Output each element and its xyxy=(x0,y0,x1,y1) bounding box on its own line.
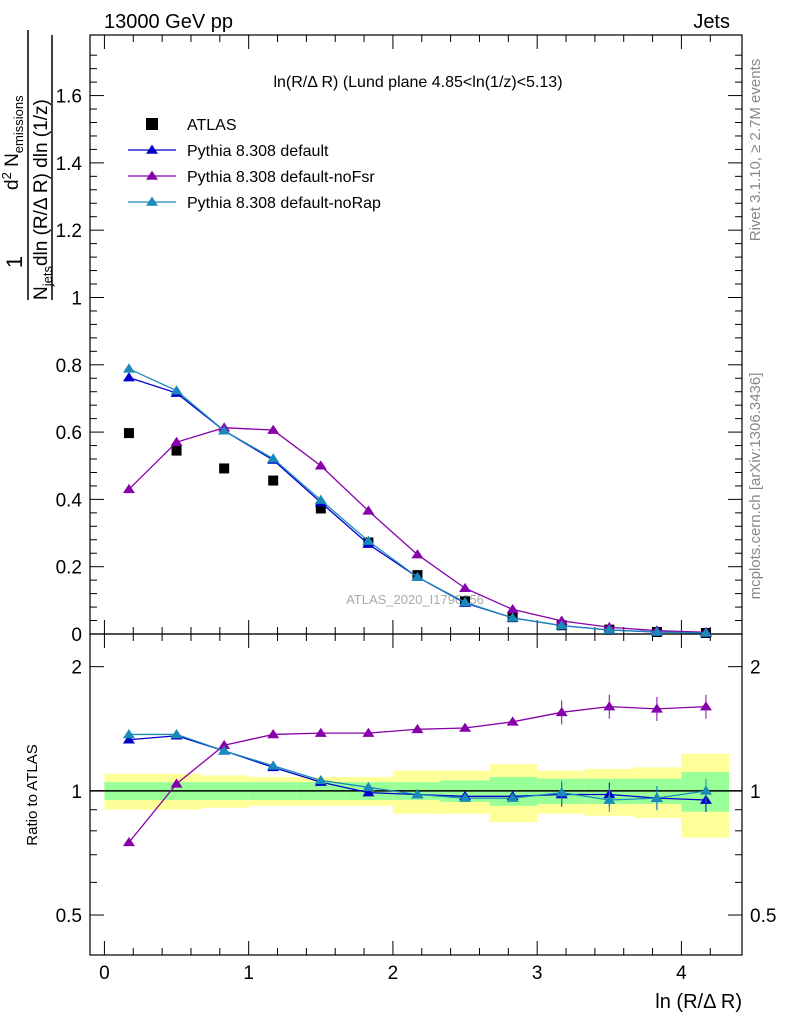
ratio-y-axis-label: Ratio to ATLAS xyxy=(24,744,41,845)
data-point-atlas xyxy=(219,463,230,474)
ratio-point-1 xyxy=(459,722,472,732)
legend-label: Pythia 8.308 default-noRap xyxy=(187,195,381,212)
data-point-atlas xyxy=(123,428,134,439)
data-point-3 xyxy=(267,453,280,463)
data-point-2 xyxy=(314,460,327,470)
legend-label: Pythia 8.308 default-noFsr xyxy=(187,169,375,186)
ratio-point-0 xyxy=(122,734,135,744)
ratio-point-1 xyxy=(362,727,375,737)
ratio-point-2 xyxy=(506,792,519,802)
x-tick-label: 4 xyxy=(676,963,687,984)
ratio-y-tick-label-right: 0.5 xyxy=(750,906,776,927)
data-point-3 xyxy=(650,626,663,636)
ratio-point-2 xyxy=(362,781,375,792)
mcplots-label: mcplots.cern.ch [arXiv:1306.3436] xyxy=(747,373,764,600)
ratio-point-1 xyxy=(170,778,183,788)
data-point-2 xyxy=(555,615,568,625)
ratio-point-2 xyxy=(411,789,424,799)
ratio-y-tick-label: 0.5 xyxy=(56,906,82,927)
y-tick-label: 0.8 xyxy=(56,356,82,377)
ratio-y-tick-label: 1 xyxy=(71,782,82,803)
ratio-point-1 xyxy=(122,836,135,847)
ratio-point-1 xyxy=(411,723,424,734)
ratio-point-1 xyxy=(267,729,280,739)
legend-marker xyxy=(146,170,158,180)
header-right: Jets xyxy=(693,11,730,33)
data-point-3 xyxy=(170,385,183,395)
y-tick-label: 0.4 xyxy=(56,490,83,511)
plot-title: ln(R/Δ R) (Lund plane 4.85<ln(1/z)<5.13) xyxy=(273,74,562,91)
data-point-2 xyxy=(362,505,375,515)
ratio-point-2 xyxy=(170,729,183,739)
ratio-point-2 xyxy=(699,785,712,795)
legend-marker xyxy=(146,118,158,130)
data-point-2 xyxy=(122,483,135,494)
legend-marker xyxy=(146,196,158,206)
analysis-watermark: ATLAS_2020_I1790256 xyxy=(346,592,484,607)
header-left: 13000 GeV pp xyxy=(104,11,233,33)
data-point-3 xyxy=(459,596,472,607)
ratio-point-1 xyxy=(603,701,616,711)
data-point-3 xyxy=(506,612,519,622)
data-point-3 xyxy=(603,624,616,634)
data-point-3 xyxy=(122,363,135,373)
svg-text:Njetsdln (R/Δ R) dln (1/z): Njetsdln (R/Δ R) dln (1/z) xyxy=(31,99,55,300)
y-tick-label: 1 xyxy=(71,288,82,309)
main-y-axis-label: 1 Njetsdln (R/Δ R) dln (1/z) d2 Nemissio… xyxy=(0,30,55,300)
svg-text:d2 Nemissions: d2 Nemissions xyxy=(0,95,26,190)
data-point-2 xyxy=(506,604,519,614)
data-point-2 xyxy=(170,436,183,446)
ratio-point-2 xyxy=(459,792,472,802)
x-tick-label: 0 xyxy=(99,963,110,984)
ratio-point-0 xyxy=(362,787,375,797)
data-point-atlas xyxy=(315,503,326,514)
data-point-3 xyxy=(411,571,424,581)
ratio-point-2 xyxy=(267,760,280,770)
ratio-point-2 xyxy=(218,745,231,755)
ratio-plot-frame xyxy=(89,633,743,956)
rivet-label: Rivet 3.1.10, ≥ 2.7M events xyxy=(747,59,764,242)
legend-label: Pythia 8.308 default xyxy=(187,143,329,160)
svg-text:1: 1 xyxy=(2,256,27,268)
y-tick-label-zero: 0 xyxy=(71,625,82,646)
data-point-3 xyxy=(699,627,712,637)
x-axis-label: ln (R/Δ R) xyxy=(655,991,742,1013)
data-point-1 xyxy=(122,372,135,382)
data-point-atlas xyxy=(171,445,182,456)
x-tick-label: 3 xyxy=(532,963,543,984)
ratio-point-1 xyxy=(314,727,327,737)
ratio-point-1 xyxy=(699,701,712,711)
legend-marker xyxy=(146,144,158,154)
y-tick-label: 1.6 xyxy=(56,87,82,108)
ratio-point-2 xyxy=(314,775,327,785)
legend-label: ATLAS xyxy=(187,117,237,134)
ratio-point-2 xyxy=(650,792,663,802)
ratio-point-1 xyxy=(555,706,568,717)
data-point-3 xyxy=(362,535,375,545)
data-point-2 xyxy=(411,549,424,559)
data-point-2 xyxy=(267,424,280,434)
ratio-point-2 xyxy=(555,787,568,797)
y-tick-label: 1.2 xyxy=(56,221,82,242)
x-tick-label: 1 xyxy=(243,963,254,984)
ratio-point-1 xyxy=(218,739,231,750)
x-tick-label: 2 xyxy=(388,963,399,984)
data-point-2 xyxy=(459,582,472,593)
data-point-3 xyxy=(314,494,327,504)
ratio-point-2 xyxy=(122,729,135,739)
ratio-point-1 xyxy=(650,703,663,713)
y-tick-label: 1.4 xyxy=(56,154,83,175)
data-point-atlas xyxy=(268,475,279,486)
data-point-3 xyxy=(218,425,231,435)
ratio-y-tick-label: 2 xyxy=(71,658,82,679)
ratio-y-tick-label-right: 1 xyxy=(750,782,761,803)
y-tick-label: 0.6 xyxy=(56,423,82,444)
ratio-point-1 xyxy=(506,716,519,726)
data-point-3 xyxy=(555,620,568,630)
ratio-y-tick-label-right: 2 xyxy=(750,658,761,679)
y-tick-label: 0.2 xyxy=(56,558,82,579)
ratio-point-2 xyxy=(603,794,616,804)
